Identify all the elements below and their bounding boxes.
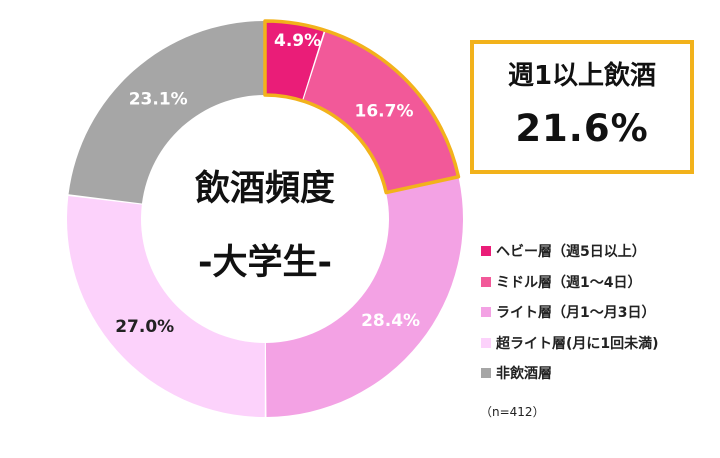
slice-value-label: 23.1% xyxy=(129,90,188,110)
legend-swatch xyxy=(481,368,491,379)
legend-label: ライト層（月1～月3日） xyxy=(496,305,656,322)
legend-item-heavy: ヘビー層（週5日以上） xyxy=(481,236,659,267)
legend: ヘビー層（週5日以上） ミドル層（週1～4日） ライト層（月1～月3日） 超ライ… xyxy=(481,236,659,389)
legend-swatch xyxy=(481,276,491,287)
sample-size-note: （n=412） xyxy=(480,405,545,419)
legend-item-middle: ミドル層（週1～4日） xyxy=(481,267,659,298)
slice-value-label: 27.0% xyxy=(115,317,174,337)
slice-value-label: 28.4% xyxy=(361,311,420,331)
donut-slices xyxy=(66,21,463,417)
slice-labels: 4.9% 16.7% 28.4% 27.0% 23.1% xyxy=(115,31,420,337)
summary-value: 21.6% xyxy=(515,107,649,150)
highlight-outline xyxy=(263,19,461,195)
slice-value-label: 16.7% xyxy=(355,102,414,122)
legend-swatch xyxy=(481,246,491,257)
legend-label: ミドル層（週1～4日） xyxy=(496,274,642,291)
legend-item-non-drinker: 非飲酒層 xyxy=(481,358,659,389)
slice-super-light xyxy=(66,195,265,417)
legend-label: 非飲酒層 xyxy=(496,366,552,383)
legend-item-light: ライト層（月1～月3日） xyxy=(481,297,659,328)
legend-label: ヘビー層（週5日以上） xyxy=(496,244,646,261)
chart-title: 飲酒頻度 xyxy=(195,169,335,209)
chart-subtitle: -大学生- xyxy=(198,242,332,283)
slice-non-drinker xyxy=(68,21,265,204)
highlight-summary-box: 週1以上飲酒 21.6% xyxy=(470,40,694,174)
legend-swatch xyxy=(481,307,491,318)
legend-label: 超ライト層(月に1回未満) xyxy=(496,335,659,352)
slice-middle xyxy=(303,30,459,193)
legend-swatch xyxy=(481,337,491,348)
slice-value-label: 4.9% xyxy=(274,31,321,51)
slice-light xyxy=(265,177,463,417)
legend-item-super-light: 超ライト層(月に1回未満) xyxy=(481,328,659,359)
summary-title: 週1以上飲酒 xyxy=(507,61,657,91)
slice-heavy xyxy=(265,21,325,101)
